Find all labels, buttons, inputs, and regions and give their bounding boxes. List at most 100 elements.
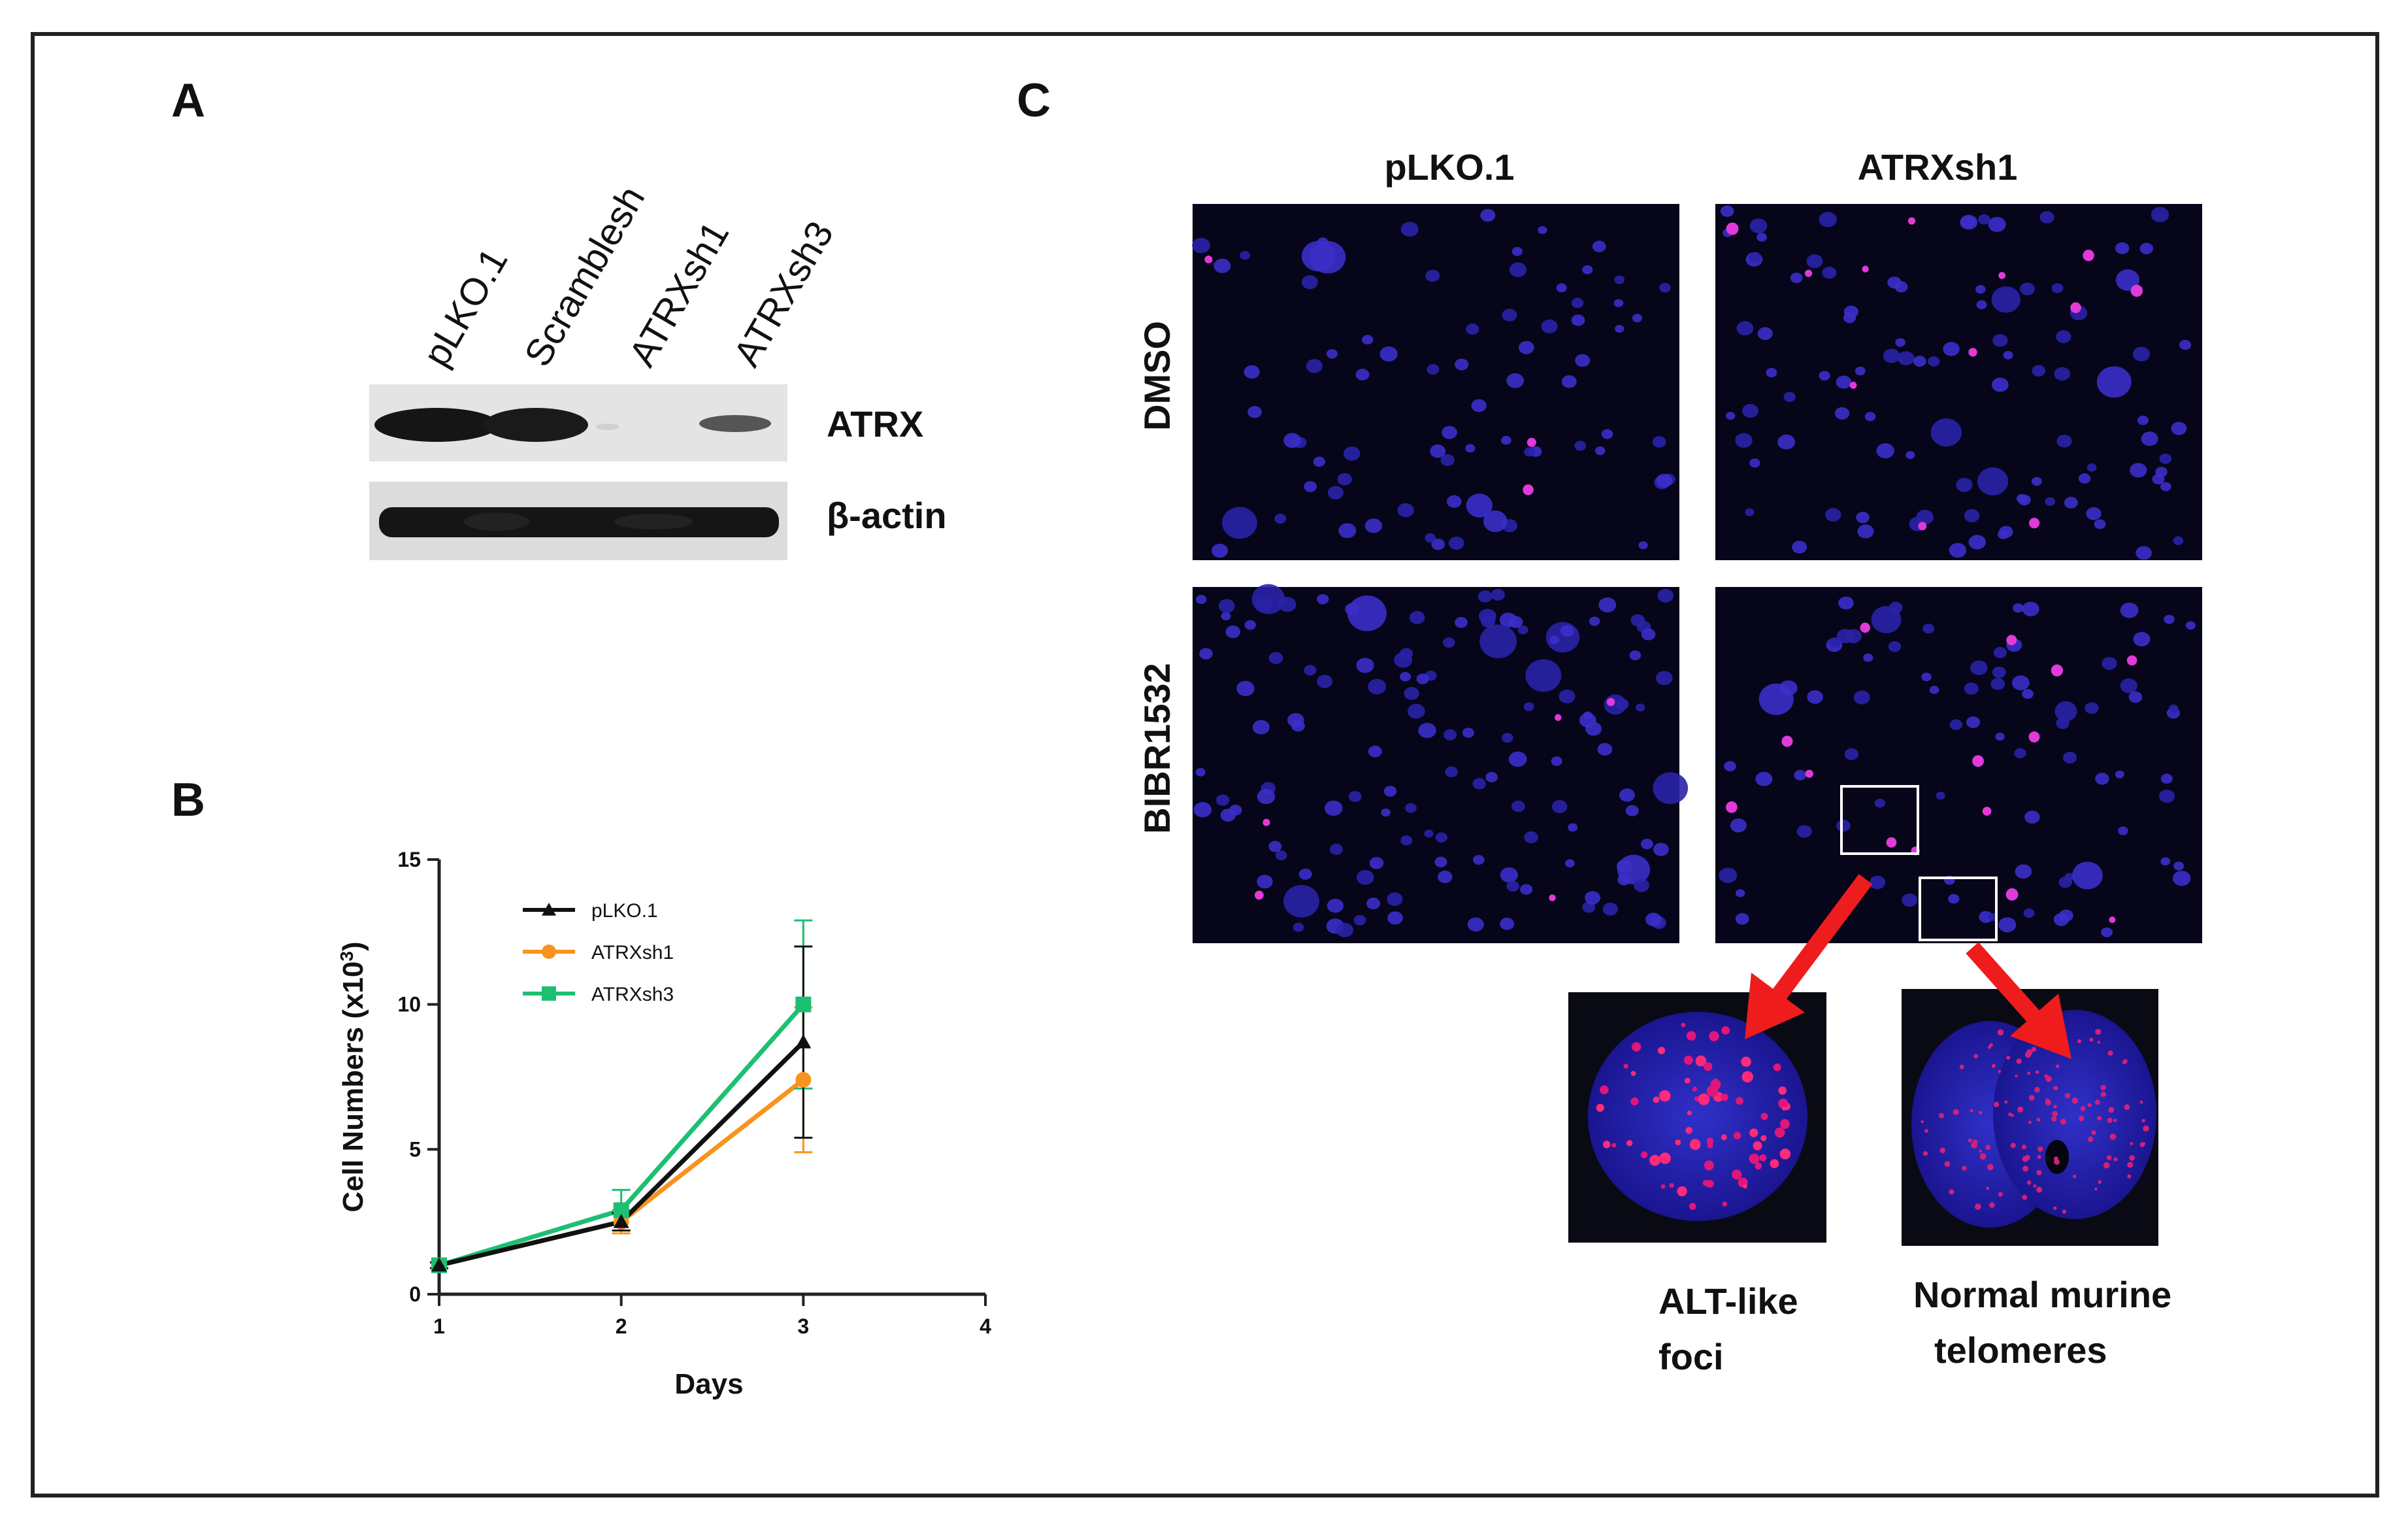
data-point: [542, 903, 556, 916]
telomere-focus: [2089, 1037, 2094, 1042]
nucleus: [1362, 335, 1374, 345]
nucleus: [1822, 266, 1837, 279]
nucleus: [2039, 210, 2054, 224]
nucleus: [1597, 743, 1613, 756]
nucleus: [1448, 536, 1464, 550]
data-point: [795, 1034, 812, 1048]
x-tick-label: 4: [980, 1314, 991, 1338]
nucleus: [1215, 794, 1230, 806]
nucleus: [1480, 209, 1496, 222]
nucleus: [1960, 215, 1975, 228]
nucleus: [1409, 611, 1425, 624]
atrx-blot: [369, 384, 787, 461]
nucleus: [1653, 772, 1689, 805]
telomere-focus: [2062, 1209, 2067, 1214]
telomere-focus: [2033, 1184, 2037, 1188]
nucleus: [1641, 628, 1656, 641]
telomere-focus: [2127, 1174, 2132, 1179]
nucleus: [1921, 673, 1932, 682]
nucleus: [1964, 682, 1979, 695]
nucleus: [2160, 857, 2171, 866]
nucleus: [1511, 800, 1525, 812]
nucleus: [1425, 269, 1440, 282]
telomere-focus: [2113, 1118, 2117, 1122]
telomere-focus: [1773, 1063, 1781, 1071]
nucleus: [1895, 338, 1905, 347]
nucleus: [1551, 756, 1562, 766]
nucleus: [1337, 473, 1352, 486]
nucleus: [1863, 653, 1873, 662]
nucleus: [2022, 689, 2034, 699]
nucleus: [1240, 251, 1251, 260]
telomere-focus: [2100, 1092, 2106, 1097]
nucleus: [1193, 801, 1212, 818]
nucleus: [1347, 595, 1387, 631]
nucleus: [2022, 601, 2039, 616]
telomere-focus: [1979, 1149, 1982, 1153]
nucleus: [2056, 434, 2072, 448]
nucleus: [1948, 894, 1960, 904]
nucleus: [1477, 590, 1493, 603]
nucleus: [1225, 625, 1241, 639]
telomere-focus: [1689, 1139, 1701, 1150]
nucleus: [2160, 482, 2171, 492]
nucleus: [1298, 868, 1312, 880]
telomere-focus: [1632, 1042, 1641, 1052]
nucleus: [1511, 246, 1523, 256]
telomere-focus: [1753, 1141, 1762, 1150]
nucleus: [1317, 594, 1329, 605]
nucleus: [1561, 375, 1577, 388]
nucleus: [2128, 691, 2143, 703]
nucleus: [2118, 826, 2128, 835]
nucleus: [1400, 222, 1419, 237]
nucleus: [2054, 367, 2070, 381]
nucleus: [1466, 494, 1493, 518]
telomere-focus: [1779, 1118, 1790, 1130]
telomere-focus: [1987, 1163, 1994, 1171]
telomere-focus: [1939, 1147, 1946, 1154]
nucleus: [2136, 546, 2152, 560]
telomere-focus: [1921, 1120, 1924, 1124]
telomere-focus: [1255, 890, 1264, 900]
nucleus: [1517, 625, 1528, 635]
telomere-focus: [1774, 1127, 1785, 1138]
micrograph-atrxsh1-dmso: [1715, 204, 2202, 560]
nucleus: [1616, 859, 1634, 874]
telomere-focus: [1862, 265, 1869, 273]
y-tick-label: 15: [397, 848, 421, 871]
nucleus: [2151, 207, 2169, 222]
nucleus: [1466, 323, 1479, 335]
nucleus: [1991, 286, 2021, 313]
telomere-focus: [1998, 272, 2006, 279]
telomere-focus: [1972, 1139, 1978, 1145]
nucleus: [1579, 712, 1596, 728]
telomere-focus: [2107, 1117, 2113, 1123]
nucleus: [1888, 641, 1902, 652]
nucleus: [1792, 541, 1807, 554]
telomere-focus: [1659, 1152, 1671, 1164]
telomere-focus: [1953, 1109, 1959, 1115]
nucleus: [1344, 446, 1361, 461]
nucleus: [2179, 339, 2192, 350]
nucleus: [1819, 371, 1830, 381]
nucleus: [1726, 412, 1736, 420]
nucleus: [1252, 720, 1270, 735]
telomere-focus: [1526, 437, 1536, 447]
telomere-focus: [1749, 1153, 1760, 1164]
nucleus: [1485, 772, 1498, 782]
telomere-focus: [1778, 1086, 1787, 1095]
telomere-focus: [1968, 348, 1977, 357]
nucleus: [1990, 678, 2005, 690]
inset-caption-line2: foci: [1658, 1336, 1724, 1377]
telomere-focus: [1781, 1106, 1787, 1111]
telomere-focus: [1991, 1063, 1996, 1068]
nucleus: [2159, 453, 2172, 464]
telomere-focus: [1733, 1131, 1741, 1140]
nucleus: [1404, 687, 1419, 700]
telomere-focus: [1886, 837, 1897, 848]
nucleus: [1645, 912, 1662, 927]
telomere-focus: [1755, 1162, 1762, 1170]
y-tick-label: 5: [409, 1137, 421, 1161]
telomere-focus: [2055, 1064, 2060, 1069]
nucleus: [1462, 728, 1474, 738]
